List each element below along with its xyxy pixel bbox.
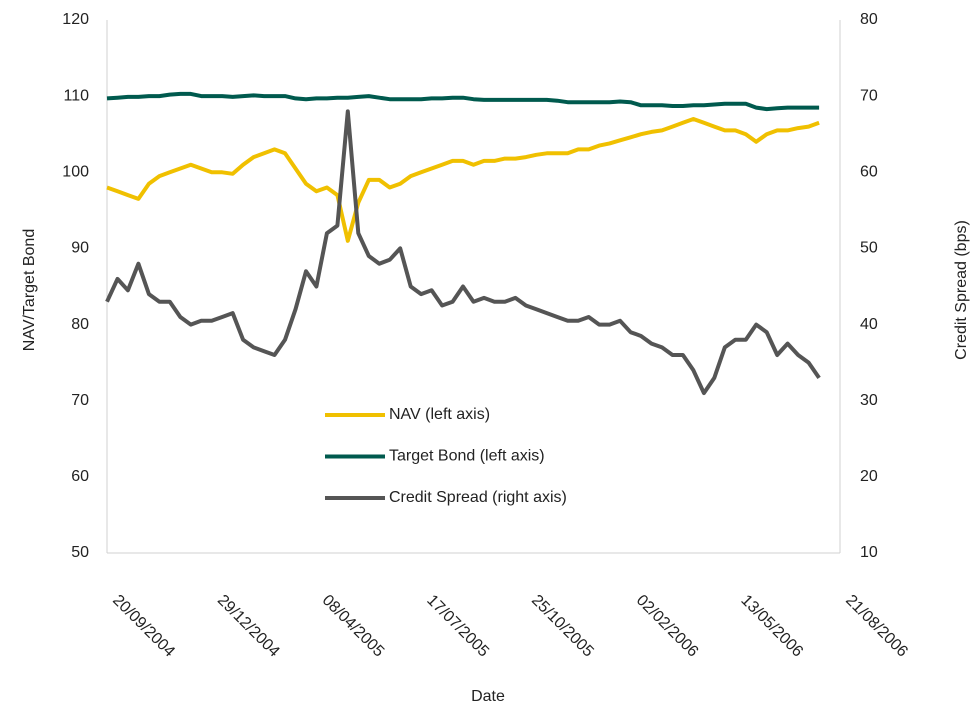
y2-axis-title: Credit Spread (bps) [953,220,970,360]
x-axis-title: Date [471,688,505,705]
y2-tick-label: 40 [860,316,878,333]
legend-label: Credit Spread (right axis) [389,489,567,506]
y-tick-label: 60 [71,468,89,485]
y2-tick-label: 70 [860,87,878,104]
x-tick-label: 17/07/2005 [423,592,492,661]
series-line [106,117,820,243]
y2-tick-label: 80 [860,11,878,28]
legend-label: Target Bond (left axis) [389,448,545,465]
x-tick-label: 29/12/2004 [214,592,283,661]
y-tick-label: 80 [71,316,89,333]
legend-label: NAV (left axis) [389,406,490,423]
y-tick-label: 110 [63,87,89,104]
y2-tick-label: 50 [860,240,878,257]
y2-tick-label: 10 [860,544,878,561]
x-tick-label: 13/05/2006 [737,592,806,661]
y-tick-label: 70 [71,392,89,409]
y2-tick-label: 20 [860,468,878,485]
series-line [106,91,820,112]
y-tick-label: 50 [71,544,89,561]
y-tick-label: 100 [62,164,89,181]
series-line [105,109,821,396]
y2-tick-label: 30 [860,392,878,409]
y-axis-title: NAV/Target Bond [21,229,38,351]
y-tick-label: 120 [62,11,89,28]
x-tick-label: 02/02/2006 [633,592,702,661]
x-tick-label: 25/10/2005 [528,592,597,661]
y-tick-label: 90 [71,240,89,257]
x-tick-label: 20/09/2004 [109,592,178,661]
y2-tick-label: 60 [860,164,878,181]
x-tick-label: 21/08/2006 [842,592,911,661]
x-tick-label: 08/04/2005 [319,592,388,661]
